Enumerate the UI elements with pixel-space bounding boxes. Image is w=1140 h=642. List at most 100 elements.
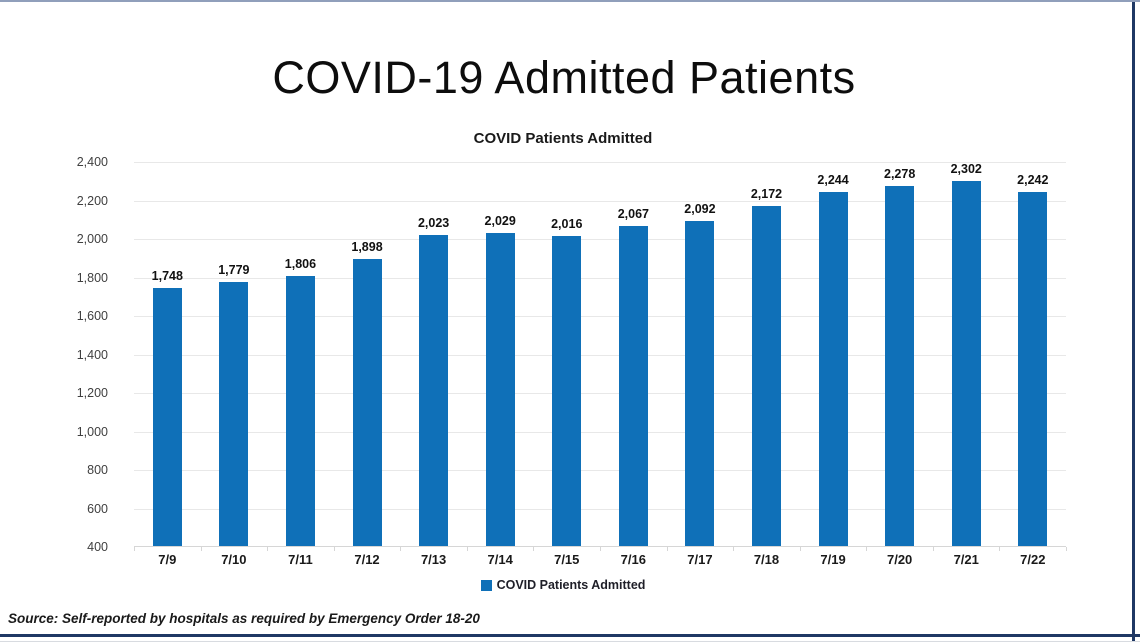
x-tick-mark (666, 547, 668, 551)
gridline (134, 200, 1066, 202)
gridline (134, 354, 1066, 356)
x-tick-mark (799, 547, 801, 551)
plot-area: 1,748 1,779 1,806 1,898 2,023 2,029 2,016 2,067… (134, 162, 1067, 551)
bar-value-label: 1,779 (218, 262, 250, 277)
y-tick-label: 1,200 (76, 386, 108, 400)
y-tick-label: 400 (87, 540, 108, 554)
bar (285, 276, 315, 547)
gridline (134, 470, 1066, 471)
bar-slot: 2,172 (733, 162, 800, 547)
bar-slot: 2,242 (1000, 162, 1067, 547)
x-tick-label: 7/17 (687, 552, 713, 567)
gridline (134, 393, 1066, 394)
bar-value-label: 1,748 (151, 268, 183, 283)
bar (552, 235, 582, 547)
x-tick-label: 7/14 (487, 552, 513, 567)
bar-value-label: 2,029 (484, 214, 516, 229)
gridline (134, 239, 1066, 240)
x-tick-label: 7/11 (288, 552, 313, 567)
bar-value-label: 2,023 (417, 215, 450, 230)
x-tick-label: 7/10 (221, 552, 247, 567)
legend-label: COVID Patients Admitted (496, 578, 646, 592)
y-tick-label: 1,000 (76, 424, 108, 439)
x-tick-label: 7/16 (620, 552, 646, 567)
bar (885, 185, 915, 547)
bar (219, 281, 249, 547)
bar-slot: 2,092 (667, 162, 734, 547)
y-tick-label: 2,400 (76, 155, 108, 169)
bar (818, 192, 848, 547)
bar-value-label: 2,244 (817, 173, 849, 188)
chart-title: COVID Patients Admitted (473, 130, 653, 147)
y-tick-label: 800 (87, 463, 108, 477)
x-axis-line (134, 546, 1066, 547)
bar (419, 234, 449, 547)
page-title: COVID-19 Admitted Patients (272, 52, 856, 103)
y-tick-label: 1,800 (76, 270, 108, 285)
x-tick-mark (733, 547, 735, 551)
x-tick-label: 7/22 (1020, 552, 1046, 567)
bar (951, 180, 981, 547)
x-tick-mark (134, 547, 135, 551)
x-tick-mark (866, 547, 868, 551)
x-tick-mark (267, 547, 269, 551)
bars: 1,748 1,779 1,806 1,898 2,023 2,029 2,016 2,067… (134, 162, 1066, 547)
bottom-accent-line (0, 634, 1140, 637)
y-tick-label: 2,000 (76, 232, 108, 246)
x-axis-labels: 7/9 7/10 7/11 7/12 7/13 7/14 7/15 7/16 7/17 7/18 7… (134, 552, 1066, 568)
y-axis: 2,400 2,200 2,000 1,800 1,600 1,400 1,200 1,000… (60, 155, 134, 554)
bar (751, 205, 781, 547)
bar-value-label: 2,067 (617, 207, 649, 222)
bar (485, 233, 515, 547)
bar-value-label: 1,806 (284, 257, 317, 272)
right-border-line (1132, 2, 1135, 642)
bar-value-label: 2,016 (551, 216, 583, 231)
x-tick-mark (200, 547, 202, 551)
x-tick-mark (1066, 547, 1067, 551)
bar-slot: 2,023 (400, 162, 467, 547)
bar-slot: 2,067 (600, 162, 667, 547)
bar (152, 287, 182, 547)
bar-slot: 2,016 (533, 162, 600, 547)
bar (1018, 192, 1048, 547)
bar-value-label: 2,302 (950, 161, 982, 176)
y-tick-label: 1,400 (76, 347, 108, 362)
chart-legend: COVID Patients Admitted (60, 579, 1066, 592)
bar (685, 221, 715, 547)
bar-slot: 1,748 (134, 162, 201, 547)
top-border-line (0, 0, 1140, 2)
gridline (134, 162, 1066, 163)
bar (352, 258, 382, 547)
x-tick-mark (600, 547, 601, 551)
x-tick-mark (932, 547, 934, 551)
bar-slot: 1,898 (334, 162, 401, 547)
gridline (134, 508, 1066, 510)
bar-value-label: 2,278 (884, 166, 916, 181)
legend-swatch-icon (480, 580, 492, 591)
source-note: Source: Self-reported by hospitals as re… (8, 611, 480, 626)
gridline (134, 277, 1066, 279)
bar-slot: 2,278 (866, 162, 933, 547)
bar-slot: 1,806 (267, 162, 334, 547)
x-tick-label: 7/19 (820, 552, 846, 567)
bar-value-label: 2,092 (684, 202, 716, 217)
bar-value-label: 2,172 (750, 186, 783, 201)
x-tick-mark (466, 547, 468, 551)
x-tick-label: 7/18 (753, 552, 780, 567)
bar-chart: COVID Patients Admitted 2,400 2,200 2,000 1… (60, 128, 1067, 592)
bar-slot: 1,779 (201, 162, 268, 547)
bar (618, 226, 648, 547)
x-tick-mark (400, 547, 402, 551)
bar-slot: 2,302 (933, 162, 1000, 547)
y-tick-label: 1,600 (76, 309, 108, 323)
gridline (134, 316, 1066, 317)
x-tick-label: 7/20 (886, 552, 913, 567)
x-tick-label: 7/12 (354, 552, 380, 567)
bar-slot: 2,029 (467, 162, 534, 547)
y-tick-label: 600 (87, 501, 108, 516)
x-tick-label: 7/13 (420, 552, 447, 567)
bar-value-label: 1,898 (351, 239, 383, 254)
x-tick-label: 7/9 (158, 552, 177, 567)
gridline (134, 431, 1066, 433)
